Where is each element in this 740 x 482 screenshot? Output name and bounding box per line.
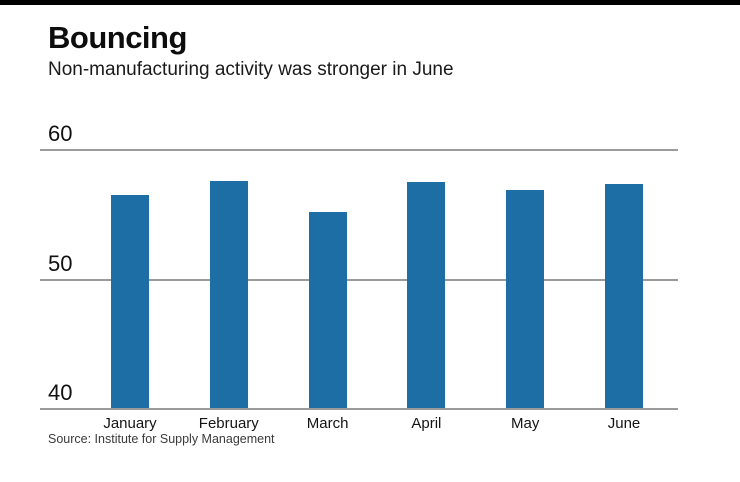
bar-may xyxy=(506,190,545,409)
y-tick-label-60: 60 xyxy=(48,121,73,146)
x-axis-label-february: February xyxy=(198,415,259,432)
gridline-60 xyxy=(40,149,678,151)
x-axis-label-june: June xyxy=(607,415,641,432)
source-attribution: Source: Institute for Supply Management xyxy=(48,432,275,446)
x-axis-label-may: May xyxy=(511,415,540,432)
chart-title: Bouncing xyxy=(48,20,187,55)
x-axis-label-january: January xyxy=(103,415,157,432)
chart-subtitle: Non-manufacturing activity was stronger … xyxy=(48,59,454,80)
gridline-50 xyxy=(40,278,678,281)
x-axis-label-april: April xyxy=(411,415,442,432)
top-rule xyxy=(0,0,740,5)
bar-june xyxy=(605,183,643,409)
x-axis-label-march: March xyxy=(306,415,349,432)
bar-february xyxy=(209,181,248,409)
bar-chart-plot-area: 60 50 40 January February March April May June xyxy=(40,123,678,432)
bar-january xyxy=(111,195,149,409)
gridline-40 xyxy=(40,408,678,410)
bar-march xyxy=(308,212,347,409)
y-tick-label-50: 50 xyxy=(48,250,73,276)
y-tick-label-40: 40 xyxy=(48,380,73,405)
bar-april xyxy=(407,182,446,409)
